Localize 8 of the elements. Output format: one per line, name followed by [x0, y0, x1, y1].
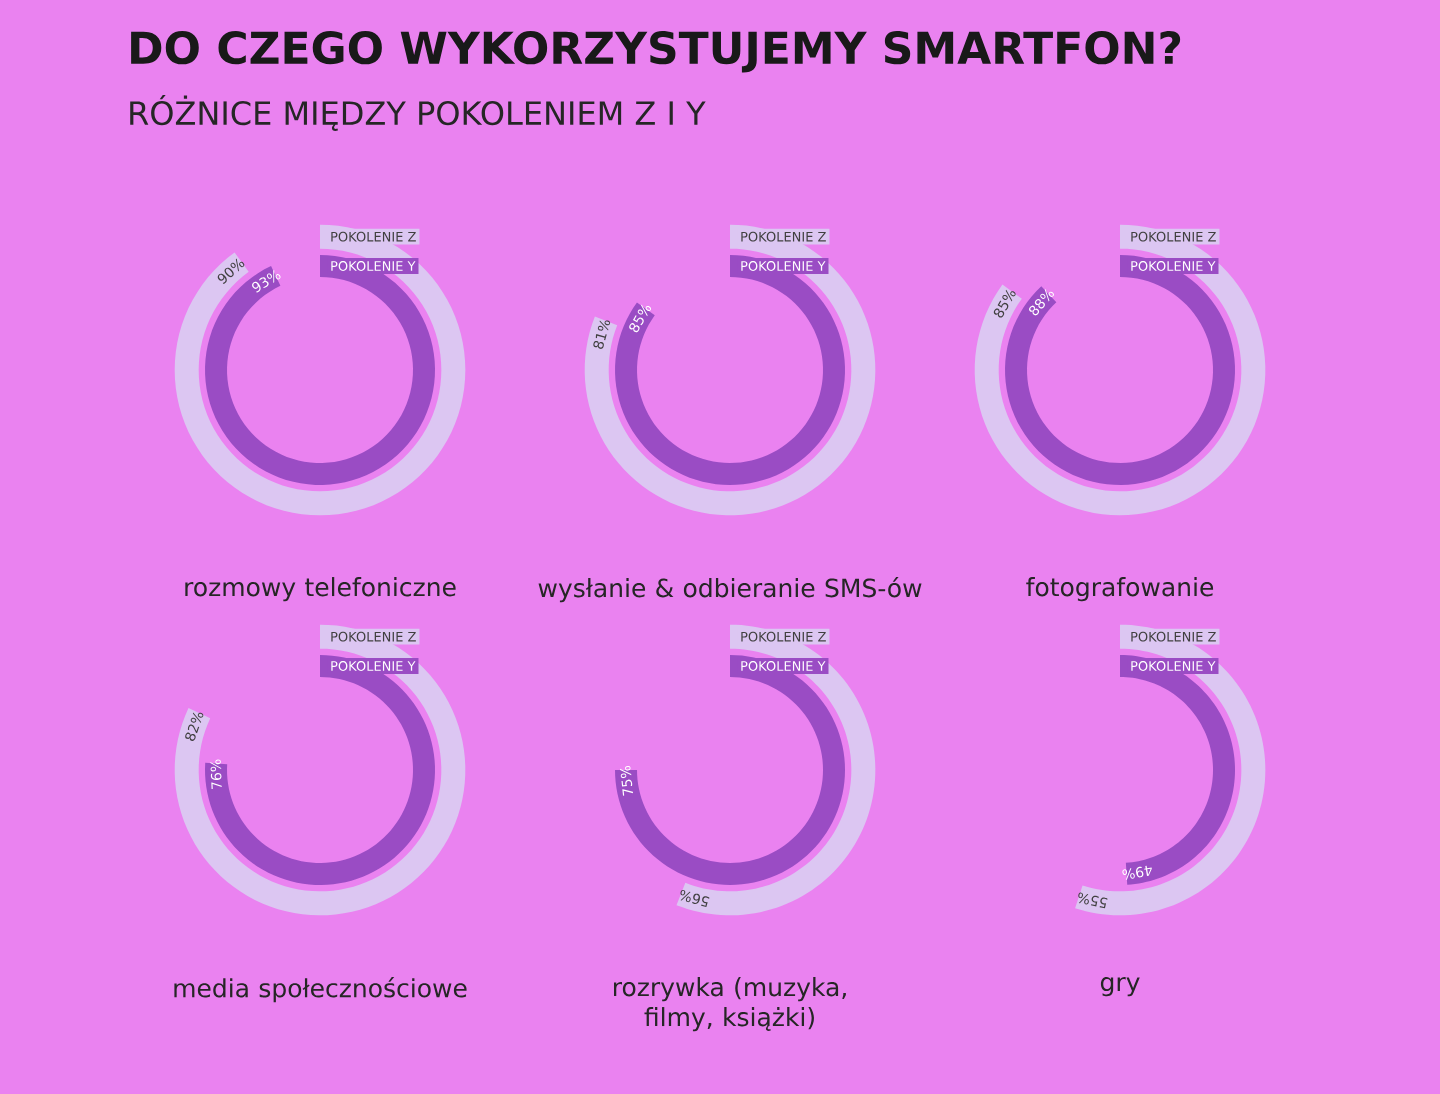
category-label: gry — [1100, 977, 1140, 997]
text: RÓŻNICE MIĘDZY POKOLENIEM Z I Y — [130, 95, 706, 131]
category-label: rozrywka (muzyka, filmy, książki) — [614, 977, 846, 1032]
category-label: rozmowy telefoniczne — [185, 577, 456, 602]
category-label: wysłanie & odbieranie SMS-ów — [538, 577, 922, 603]
category-label: fotografowanie — [1026, 577, 1214, 602]
text: DO CZEGO WYKORZYSTUJEMY SMARTFON? — [131, 31, 1181, 73]
category-label: media społecznościowe — [174, 977, 467, 1003]
